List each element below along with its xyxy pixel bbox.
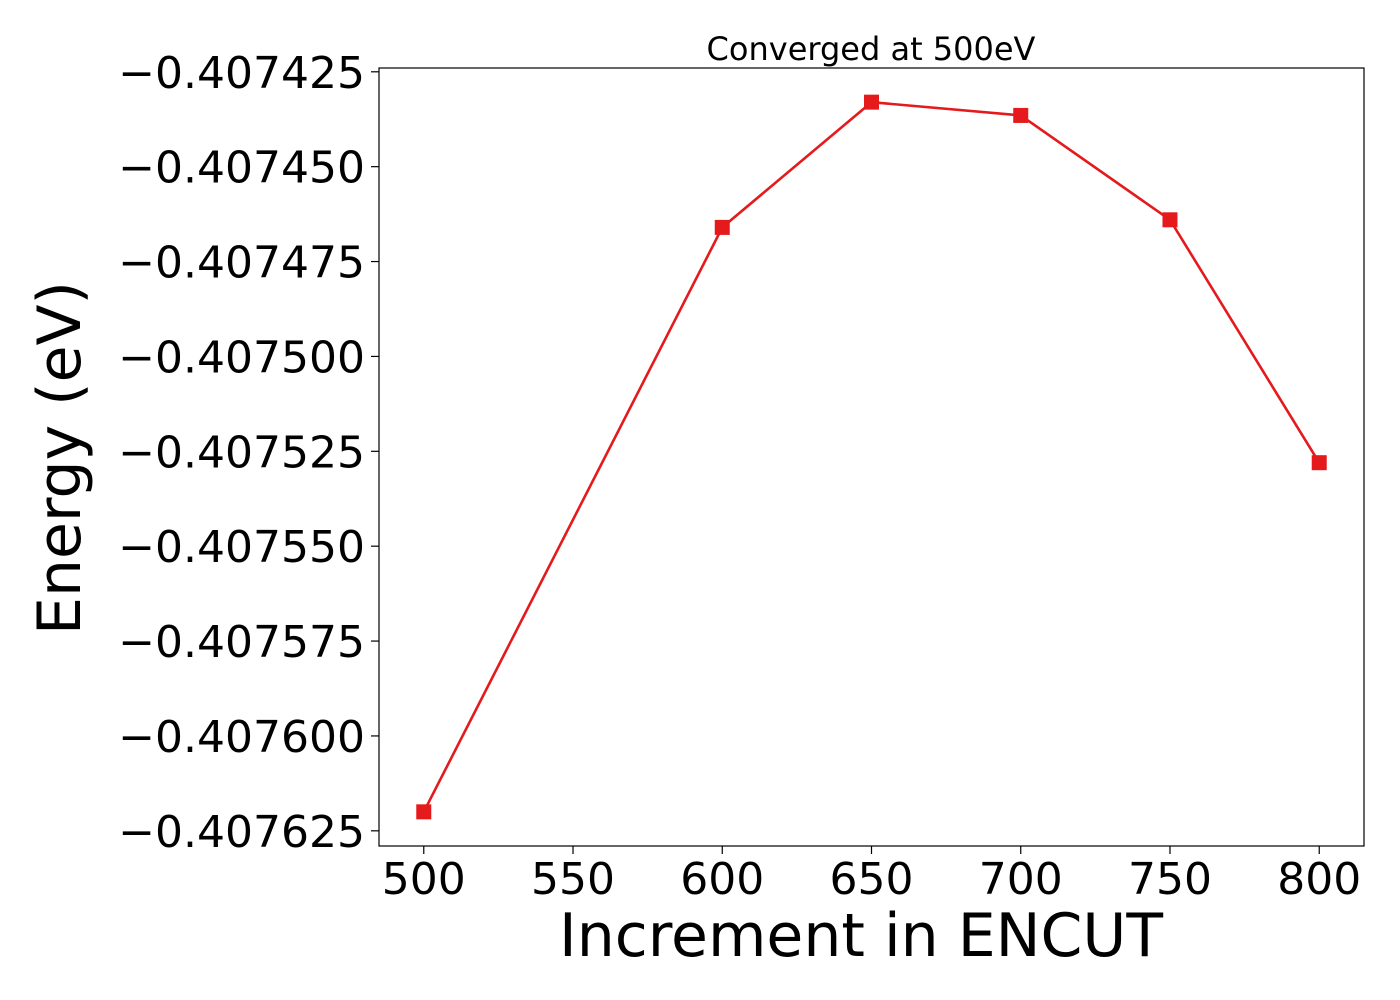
data-point <box>1013 107 1029 123</box>
y-tick-label: −0.407475 <box>118 238 365 289</box>
y-tick-label: −0.407425 <box>118 48 365 99</box>
y-axis-label: Energy (eV) <box>25 281 95 635</box>
x-tick-label: 800 <box>1277 854 1361 905</box>
plot-frame <box>378 67 1365 847</box>
y-tick-label: −0.407500 <box>118 332 365 383</box>
data-point <box>1311 455 1327 471</box>
x-tick-label: 750 <box>1128 854 1212 905</box>
x-tick-label: 550 <box>531 854 615 905</box>
series-line <box>422 100 1321 813</box>
x-tick-label: 600 <box>680 854 764 905</box>
x-tick-label: 650 <box>830 854 914 905</box>
data-point <box>864 94 879 110</box>
y-tick-label: −0.407600 <box>118 712 365 763</box>
x-axis-label: Increment in ENCUT <box>559 901 1163 971</box>
y-tick-label: −0.407625 <box>118 807 365 858</box>
y-tick-label: −0.407575 <box>118 617 365 668</box>
axes: 500 550 600 650 700 750 800 −0.407425 −0.407450 −… <box>118 48 1365 905</box>
x-tick-label: 500 <box>382 854 466 905</box>
chart-title: Converged at 500eV <box>707 30 1036 68</box>
y-tick-label: −0.407550 <box>118 522 365 573</box>
x-tick-label: 700 <box>979 854 1063 905</box>
data-point <box>714 219 730 235</box>
y-tick-label: −0.407525 <box>118 427 365 478</box>
data-point <box>416 804 432 820</box>
data-point <box>1162 212 1178 228</box>
series-layer <box>416 94 1327 820</box>
y-tick-label: −0.407450 <box>118 143 365 194</box>
